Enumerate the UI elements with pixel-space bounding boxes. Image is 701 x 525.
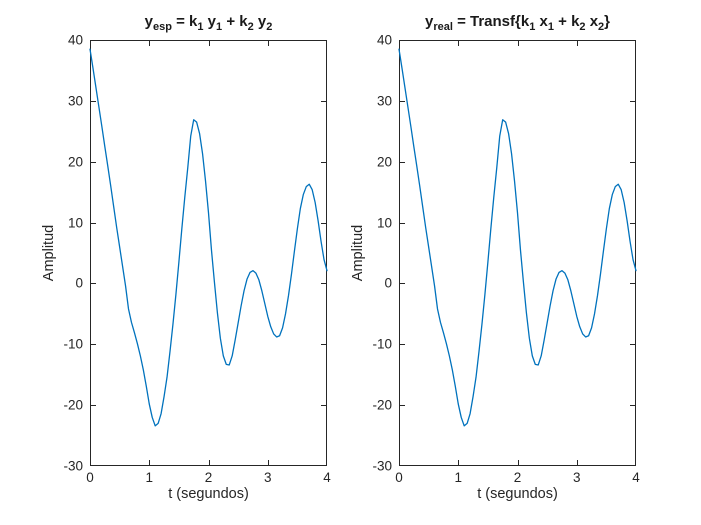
y-tick-label: 40 bbox=[67, 32, 83, 48]
title-subscript: real bbox=[433, 21, 453, 33]
signal-curve bbox=[89, 48, 328, 427]
y-tick-label: -10 bbox=[372, 336, 392, 352]
title-text: y bbox=[144, 13, 153, 30]
title-text: } bbox=[604, 13, 611, 30]
plot-box-frame bbox=[399, 40, 636, 466]
y-tick-label: -30 bbox=[63, 458, 83, 474]
y-tick-label: -10 bbox=[63, 336, 83, 352]
y-tick-label: 30 bbox=[376, 93, 392, 109]
x-tick-label: 3 bbox=[572, 470, 581, 485]
y-tick-label: -20 bbox=[372, 397, 392, 413]
y-tick-label: 30 bbox=[67, 93, 83, 109]
y-tick-label: 10 bbox=[376, 215, 392, 231]
subplot-real-ylabel: Amplitud bbox=[350, 224, 366, 282]
subplot-expected-xlabel: t (segundos) bbox=[168, 486, 249, 502]
y-tick-label: -30 bbox=[372, 458, 392, 474]
y-tick-label: 40 bbox=[376, 32, 392, 48]
x-tick-label: 1 bbox=[454, 470, 463, 485]
y-tick-label: 20 bbox=[376, 154, 392, 170]
x-tick-label: 4 bbox=[323, 470, 331, 485]
x-tick-label: 2 bbox=[513, 470, 522, 485]
title-text: = k bbox=[171, 13, 198, 30]
subplot-expected-ylabel: Amplitud bbox=[41, 224, 57, 282]
title-subscript: 1 bbox=[547, 21, 554, 33]
title-subscript: 1 bbox=[197, 21, 204, 33]
subplot-real-xlabel: t (segundos) bbox=[477, 486, 558, 502]
title-subscript: 2 bbox=[579, 21, 586, 33]
subplot-real-axes bbox=[398, 40, 637, 466]
y-tick-label: 10 bbox=[67, 215, 83, 231]
subplot-expected-title: yesp = k1 y1 + k2 y2 bbox=[145, 11, 273, 38]
y-tick-label: -20 bbox=[63, 397, 83, 413]
subplot-expected-axes bbox=[89, 40, 328, 466]
x-tick-label: 4 bbox=[632, 470, 640, 485]
title-text: y bbox=[253, 13, 267, 30]
title-text: + k bbox=[553, 13, 580, 30]
title-text: = Transf{k bbox=[452, 13, 530, 30]
title-text: y bbox=[203, 13, 217, 30]
title-subscript: 2 bbox=[598, 21, 605, 33]
x-tick-label: 0 bbox=[395, 470, 403, 485]
title-subscript: 1 bbox=[216, 21, 223, 33]
signal-curve bbox=[398, 48, 637, 427]
title-subscript: 1 bbox=[529, 21, 536, 33]
title-subscript: 2 bbox=[266, 21, 273, 33]
subplot-real-title: yreal = Transf{k1 x1 + k2 x2} bbox=[425, 11, 610, 38]
x-tick-label: 2 bbox=[204, 470, 213, 485]
title-text: x bbox=[535, 13, 548, 30]
x-tick-label: 1 bbox=[145, 470, 154, 485]
x-tick-label: 0 bbox=[86, 470, 94, 485]
title-subscript: 2 bbox=[247, 21, 254, 33]
title-text: x bbox=[585, 13, 599, 30]
subplot-expected: yesp = k1 y1 + k2 y2 Amplitud t (segundo… bbox=[41, 13, 331, 502]
y-tick-label: 0 bbox=[75, 275, 83, 291]
title-subscript: esp bbox=[152, 21, 172, 33]
title-text: + k bbox=[222, 13, 248, 30]
title-text: y bbox=[424, 13, 434, 30]
plot-box-frame bbox=[90, 40, 327, 466]
y-tick-label: 0 bbox=[384, 275, 392, 291]
x-tick-label: 3 bbox=[263, 470, 272, 485]
subplot-real: yreal = Transf{k1 x1 + k2 x2} Amplitud t… bbox=[350, 13, 640, 502]
y-tick-label: 20 bbox=[67, 154, 83, 170]
